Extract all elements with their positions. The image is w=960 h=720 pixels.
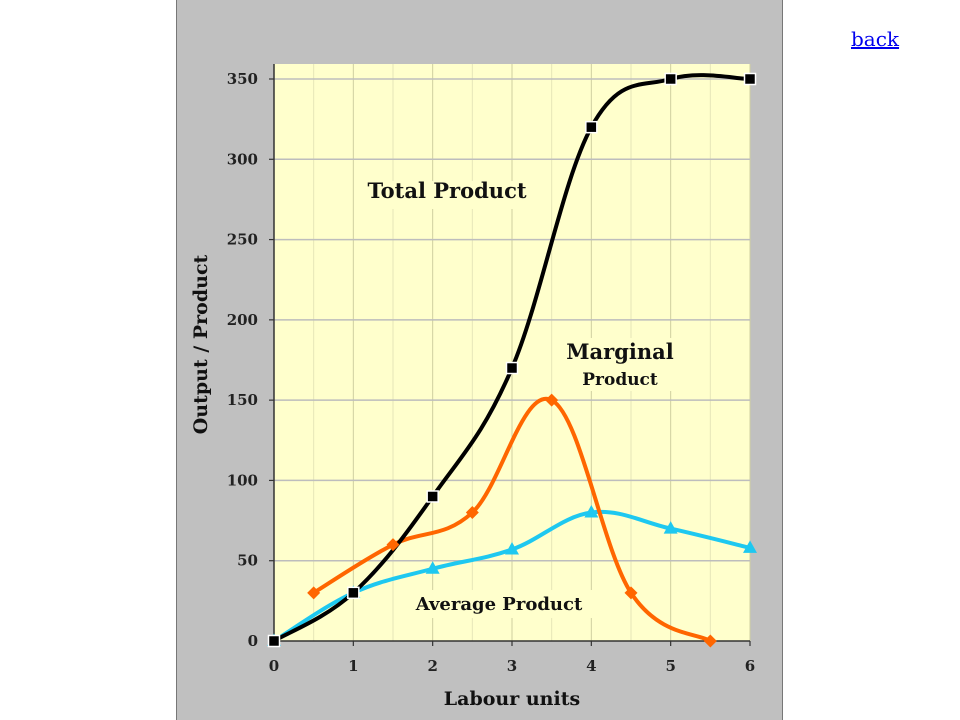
average-product-point — [663, 521, 678, 534]
x-tick-label: 1 — [348, 657, 358, 675]
chart-panel: 0 1 2 3 4 5 6 0 50 100 150 200 250 300 350 Labour units… — [176, 0, 783, 720]
annotation-label: Average Product — [415, 594, 583, 615]
total-product-point — [743, 72, 757, 86]
x-tick-label: 4 — [586, 657, 596, 675]
x-axis-title: Labour units — [444, 688, 580, 710]
y-tick-label: 100 — [227, 471, 258, 489]
y-tick-label: 300 — [227, 150, 258, 168]
total-product-point — [585, 120, 598, 134]
marginal-product-point — [703, 634, 717, 648]
total-product-point — [505, 361, 519, 375]
annotation-background — [561, 338, 679, 391]
marginal-product-point — [624, 586, 638, 600]
y-tick-label: 50 — [237, 552, 258, 570]
annotation-label: Total Product — [367, 178, 526, 203]
chart: 0 1 2 3 4 5 6 0 50 100 150 200 250 300 350 Labour units… — [190, 64, 757, 710]
y-tick-label: 200 — [227, 311, 258, 329]
total-product-point — [267, 634, 281, 648]
x-tick-label: 5 — [665, 657, 675, 675]
average-product-point — [743, 540, 757, 553]
y-tick-label: 250 — [227, 231, 258, 249]
annotation-background — [369, 181, 529, 209]
marginal-product-point — [545, 393, 559, 407]
annotation-label: Marginal — [566, 339, 673, 364]
x-tick-label: 3 — [507, 657, 517, 675]
total-product-point — [664, 72, 677, 86]
y-tick-label: 350 — [227, 70, 258, 88]
y-axis-title: Output / Product — [190, 254, 212, 434]
total-product-point — [426, 490, 439, 503]
average-product-point — [425, 561, 440, 574]
x-tick-label: 6 — [745, 657, 755, 675]
marginal-product-point — [307, 586, 321, 600]
annotation-label: Product — [582, 370, 658, 390]
annotation-background — [400, 590, 600, 618]
y-tick-label: 150 — [227, 391, 258, 409]
average-product-point — [505, 541, 519, 555]
x-tick-label: 2 — [427, 657, 437, 675]
average-product-point — [584, 505, 599, 518]
total-product-point — [347, 586, 360, 600]
x-tick-label: 0 — [269, 657, 279, 675]
y-tick-label: 0 — [248, 632, 258, 650]
marginal-product-point — [386, 538, 400, 552]
marginal-product-point — [465, 506, 479, 520]
back-link[interactable]: back — [851, 27, 900, 51]
